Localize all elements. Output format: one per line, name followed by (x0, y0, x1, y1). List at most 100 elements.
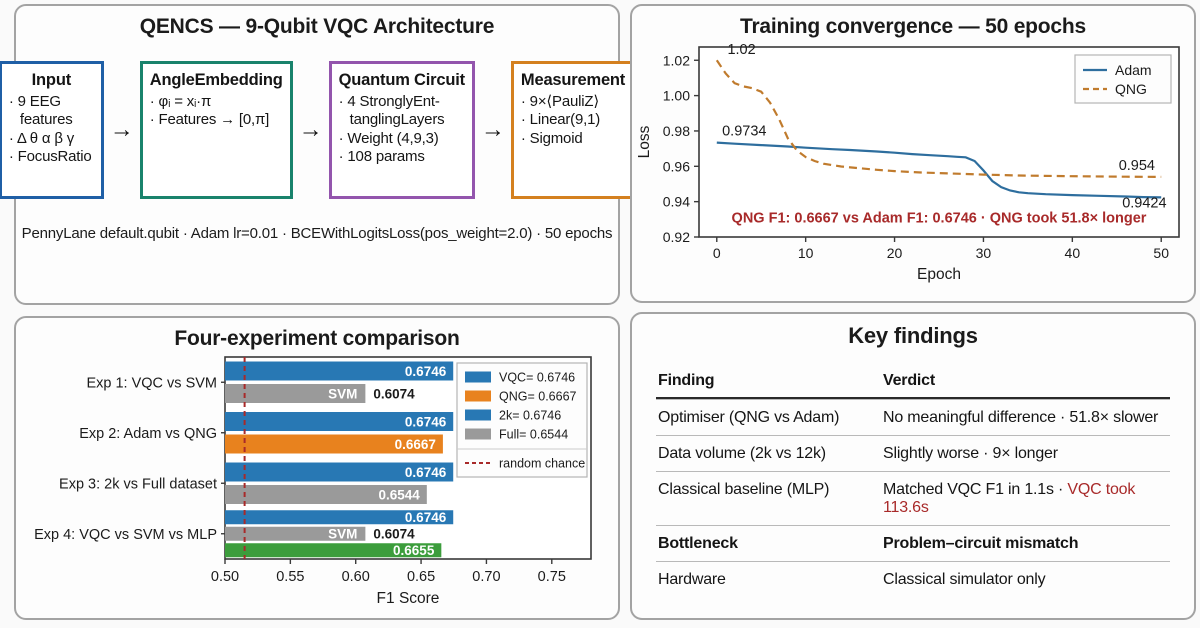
category-label: Exp 3: 2k vs Full dataset (59, 476, 217, 492)
verdict-cell: No meaningful difference · 51.8× slower (881, 399, 1170, 435)
verdict-text: Matched VQC F1 in 1.1s · (883, 481, 1068, 498)
architecture-footer: PennyLane default.qubit · Adam lr=0.01 ·… (21, 225, 613, 242)
finding-cell: Optimiser (QNG vs Adam) (656, 399, 881, 435)
finding-cell: Bottleneck (656, 525, 881, 561)
x-axis-label: F1 Score (377, 590, 440, 607)
verdict-text: Problem–circuit mismatch (883, 535, 1079, 552)
x-tick-label: 0.65 (407, 569, 435, 585)
architecture-panel: QENCS — 9-Qubit VQC Architecture Input · … (0, 4, 636, 305)
x-tick-label: 0.55 (276, 569, 304, 585)
bar-inner-label: SVM (328, 386, 357, 401)
key-findings-table: Finding Verdict Optimiser (QNG vs Adam) No … (656, 363, 1170, 597)
x-tick-label: 10 (798, 245, 814, 261)
verdict-text: No meaningful difference · 51.8× slower (883, 409, 1159, 426)
bar (225, 434, 443, 454)
chart-annotation: 1.02 (727, 42, 755, 58)
arch-box-angle-embedding: AngleEmbedding · φᵢ = xᵢ·π · Features → [0… (139, 61, 293, 199)
bar-value-label: 0.6746 (405, 465, 447, 480)
key-findings-panel: Key findings Finding Verdict Optimiser (QN… (630, 312, 1196, 620)
x-tick-label: 50 (1153, 245, 1169, 261)
x-axis-label: Epoch (917, 266, 961, 283)
x-tick-label: 0.75 (538, 569, 566, 585)
verdict-cell: Classical simulator only (881, 561, 1170, 597)
series-qng (715, 59, 1162, 178)
arch-box-input: Input · 9 EEG features · Δ θ α β γ · FocusR… (0, 61, 104, 199)
arch-box-bullet: · Features → [0,π] (149, 111, 270, 129)
y-tick-label: 0.92 (663, 229, 690, 245)
flow-arrow-icon: → (480, 116, 505, 143)
bar (225, 412, 454, 431)
bar-value-label: 0.6667 (395, 437, 436, 452)
chart-annotation: 0.954 (1119, 158, 1155, 174)
bar-inner-label: SVM (328, 527, 357, 542)
flow-arrow-icon: → (109, 116, 134, 143)
bar (225, 485, 427, 504)
arch-box-bullet: · 108 params (338, 147, 425, 165)
y-tick-label: 0.96 (663, 158, 690, 174)
findings-col-header: Finding (656, 363, 881, 399)
arch-box-title: Input (31, 71, 72, 89)
comparison-chart-panel: Four-experiment comparison 0.6746 SVM 0.60… (14, 316, 620, 620)
legend-swatch (465, 428, 491, 440)
arch-box-bullet: · 4 StronglyEnt- tanglingLayers (338, 93, 445, 129)
comparison-chart-title: Four-experiment comparison (174, 327, 460, 350)
bar-value-label: 0.6074 (373, 527, 415, 542)
bar (225, 384, 366, 403)
x-tick-label: 0.50 (211, 569, 239, 585)
category-label: Exp 2: Adam vs QNG (79, 426, 217, 442)
x-tick-label: 40 (1065, 245, 1081, 261)
bar (225, 526, 366, 541)
arch-box-bullet: · Weight (4,9,3) (338, 129, 439, 147)
x-tick-label: 30 (976, 245, 992, 261)
series-adam (716, 141, 1162, 199)
legend-swatch (465, 409, 491, 421)
y-axis-label: Loss (636, 125, 653, 158)
arch-box-title: Quantum Circuit (338, 71, 465, 89)
chart-annotation: QNG F1: 0.6667 vs Adam F1: 0.6746 · QNG … (732, 211, 1147, 227)
bar (225, 543, 442, 558)
key-findings-title: Key findings (848, 323, 978, 348)
bar-value-label: 0.6074 (373, 386, 415, 401)
category-label: Exp 1: VQC vs SVM (86, 375, 217, 391)
x-tick-label: 0 (713, 245, 721, 261)
bar (225, 361, 454, 381)
flow-arrow-icon: → (298, 116, 323, 143)
finding-cell: Data volume (2k vs 12k) (656, 435, 881, 471)
arch-box-measurement: Measurement · 9×⟨PauliZ⟩ · Linear(9,1) · Si… (510, 61, 636, 199)
legend-label: random chance (499, 457, 585, 471)
findings-col-header: Verdict (881, 363, 1170, 399)
chart-annotation: 0.9734 (722, 124, 766, 140)
legend-label: VQC= 0.6746 (499, 371, 575, 385)
arch-box-quantum-circuit: Quantum Circuit · 4 StronglyEnt- tangling… (328, 61, 475, 199)
y-tick-label: 0.98 (663, 123, 690, 139)
training-line-chart: 0.92 0.94 0.96 0.98 1.00 1.02 0 10 20 30 40 50 Epoch… (636, 42, 1180, 283)
y-tick-label: 1.00 (663, 88, 690, 104)
arch-box-bullet: · 9 EEG features (8, 93, 73, 129)
legend-label: QNG= 0.6667 (499, 390, 577, 404)
verdict-text: Classical simulator only (883, 571, 1046, 588)
verdict-cell: Slightly worse · 9× longer (881, 435, 1170, 471)
bar-value-label: 0.6746 (405, 364, 447, 379)
legend-box (1074, 54, 1172, 104)
legend-label: 2k= 0.6746 (499, 409, 561, 423)
verdict-cell: Matched VQC F1 in 1.1s · VQC took 113.6s (881, 471, 1170, 525)
bar-value-label: 0.6746 (405, 414, 447, 429)
legend-label: Adam (1115, 62, 1152, 78)
bar (225, 510, 454, 525)
finding-cell: Hardware (656, 561, 881, 597)
architecture-flow: Input · 9 EEG features · Δ θ α β γ · FocusR… (0, 61, 636, 199)
training-chart-title: Training convergence — 50 epochs (739, 15, 1087, 38)
arch-box-bullet: · Δ θ α β γ (8, 129, 75, 147)
bar-value-label: 0.6746 (405, 510, 447, 525)
bar-value-label: 0.6655 (393, 543, 435, 558)
comparison-bar-chart: 0.6746 SVM 0.6074 Exp 1: VQC vs SVM 0.6746 0.… (34, 356, 592, 607)
arch-box-bullet: · 9×⟨PauliZ⟩ (520, 93, 600, 110)
legend-label: QNG (1115, 81, 1147, 97)
chart-annotation: 0.9424 (1122, 195, 1166, 211)
training-chart-panel: Training convergence — 50 epochs 0.92 0.9… (630, 4, 1196, 303)
architecture-title: QENCS — 9-Qubit VQC Architecture (139, 15, 495, 38)
legend-swatch (465, 390, 491, 402)
arch-box-title: Measurement (520, 71, 626, 89)
verdict-text: Slightly worse · 9× longer (883, 445, 1058, 462)
